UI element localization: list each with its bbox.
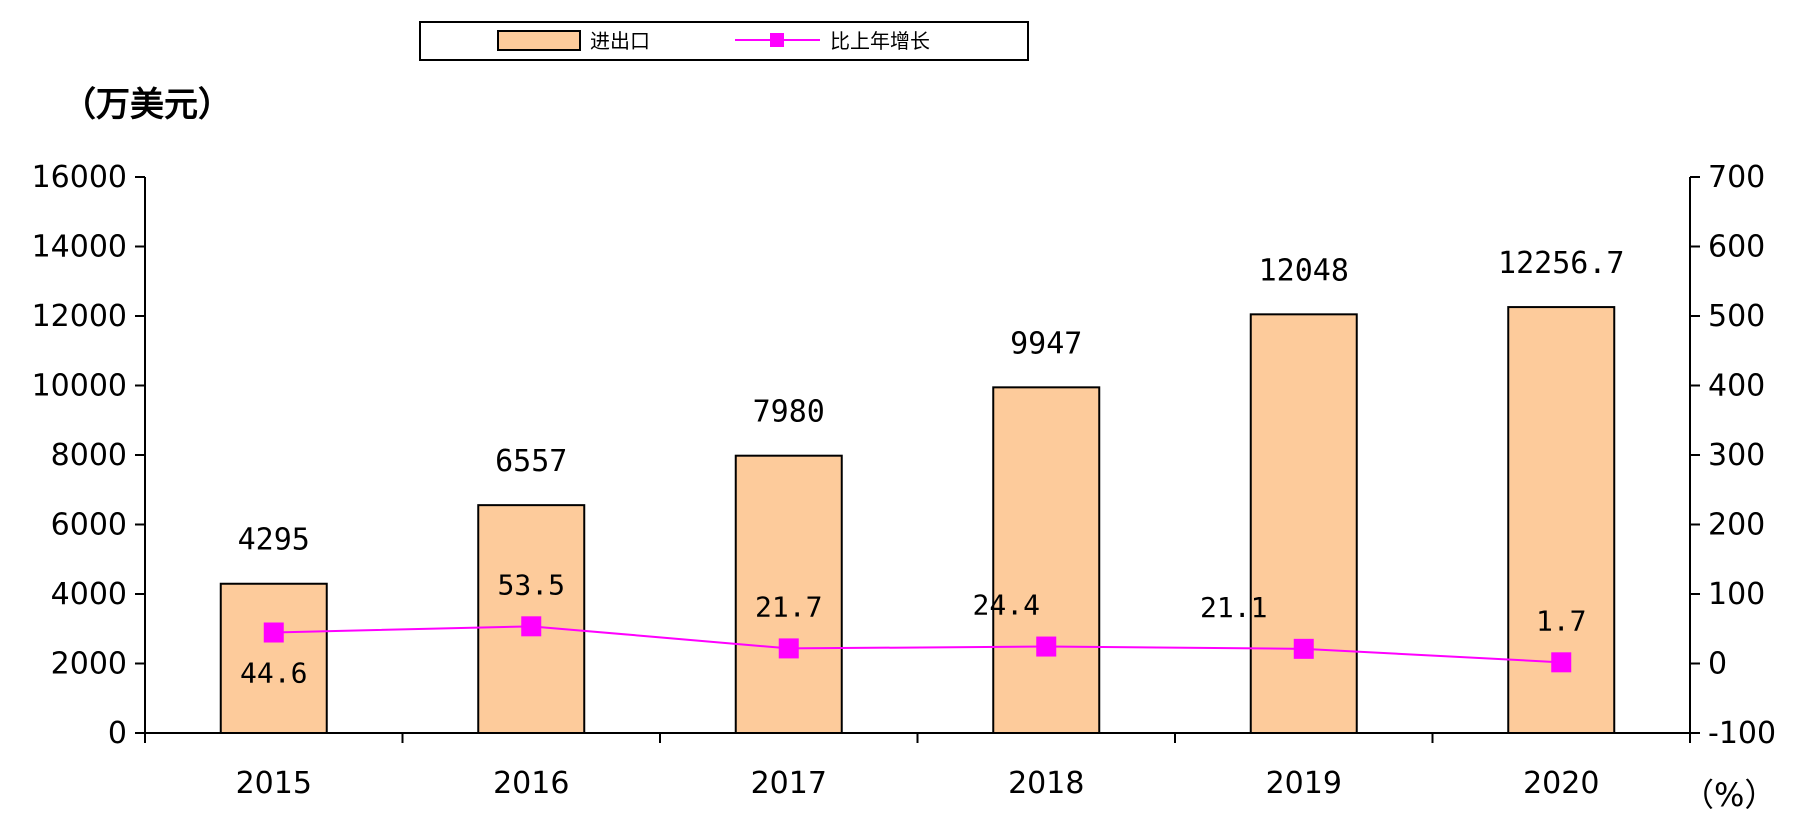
growth-marker (1036, 636, 1057, 657)
growth-value-label: 44.6 (240, 657, 307, 690)
line-series: 44.6 53.5 21.7 24.4 21.1 1.7 (240, 568, 1587, 689)
growth-marker (263, 622, 284, 643)
left-tick-label: 6000 (51, 508, 127, 543)
bar-value-label: 12048 (1259, 253, 1349, 288)
growth-value-label: 53.5 (498, 568, 565, 601)
x-axis-ticks: 2015 2016 2017 2018 2019 2020 (144, 733, 1691, 801)
bar-series: 4295 6557 7980 9947 12048 12256.7 (219, 246, 1624, 735)
left-tick-label: 12000 (32, 299, 127, 334)
bar-value-label: 4295 (238, 523, 310, 558)
bar-value-label: 9947 (1010, 326, 1082, 361)
right-tick-label: 0 (1708, 647, 1727, 682)
right-axis-ticks: -100 0 100 200 300 400 500 600 700 (1690, 160, 1776, 751)
right-axis-unit: （%） (1682, 776, 1776, 814)
legend-line-marker (770, 33, 784, 47)
bar (1249, 313, 1358, 734)
right-tick-label: 500 (1708, 299, 1765, 334)
left-tick-label: 14000 (32, 230, 127, 265)
right-tick-label: 200 (1708, 508, 1765, 543)
x-tick-label: 2019 (1266, 766, 1342, 801)
growth-value-label: 21.1 (1200, 591, 1267, 624)
growth-line (273, 625, 1562, 664)
legend: 进出口 比上年增长 (419, 21, 1029, 61)
growth-value-label: 21.7 (755, 590, 822, 623)
right-tick-label: 400 (1708, 369, 1765, 404)
right-tick-label: 700 (1708, 160, 1765, 195)
bar (219, 582, 328, 735)
growth-value-label: 24.4 (973, 589, 1040, 622)
legend-bar-swatch (497, 30, 581, 51)
legend-label-line: 比上年增长 (830, 29, 930, 53)
left-tick-label: 2000 (51, 647, 127, 682)
right-tick-label: 600 (1708, 230, 1765, 265)
right-tick-label: 100 (1708, 577, 1765, 612)
growth-value-label: 1.7 (1536, 604, 1587, 637)
growth-marker (521, 616, 542, 637)
left-tick-label: 4000 (51, 577, 127, 612)
x-tick-label: 2017 (751, 766, 827, 801)
growth-marker (1551, 652, 1572, 673)
bar (734, 454, 843, 734)
legend-label-bar: 进出口 (590, 29, 650, 53)
right-tick-label: -100 (1708, 716, 1776, 751)
bar-value-label: 12256.7 (1498, 246, 1624, 281)
x-tick-label: 2020 (1523, 766, 1599, 801)
bar-value-label: 6557 (495, 444, 567, 479)
x-tick-label: 2015 (236, 766, 312, 801)
left-tick-label: 8000 (51, 438, 127, 473)
x-tick-label: 2016 (493, 766, 569, 801)
bar (992, 386, 1101, 734)
growth-marker (1293, 638, 1314, 659)
left-axis-ticks: 0 2000 4000 6000 8000 10000 12000 14000 16000 (32, 160, 145, 751)
left-tick-label: 16000 (32, 160, 127, 195)
x-tick-label: 2018 (1008, 766, 1084, 801)
left-tick-label: 10000 (32, 369, 127, 404)
left-axis-unit: （万美元） (62, 85, 232, 125)
bar-value-label: 7980 (753, 395, 825, 430)
left-tick-label: 0 (108, 716, 127, 751)
right-tick-label: 300 (1708, 438, 1765, 473)
growth-marker (778, 638, 799, 659)
